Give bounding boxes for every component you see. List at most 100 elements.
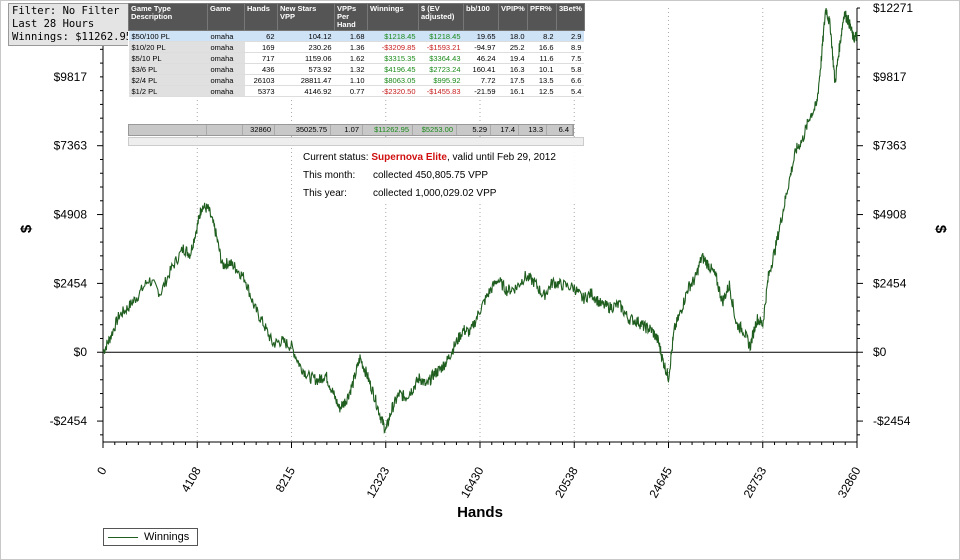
y-tick-label-right: $0: [873, 345, 887, 359]
chart-legend: Winnings: [103, 528, 198, 546]
col-header[interactable]: $ (EV adjusted): [418, 3, 464, 31]
x-tick-label: 24645: [646, 464, 675, 500]
table-cell-desc: $50/100 PL: [128, 30, 208, 42]
table-cell-vpph: 1.68: [334, 30, 368, 42]
status-valid: , valid until Feb 29, 2012: [446, 152, 556, 163]
col-header[interactable]: VPPs Per Hand: [334, 3, 368, 31]
col-header[interactable]: bb/100: [463, 3, 499, 31]
col-header[interactable]: Game Type Description: [128, 3, 208, 31]
table-cell-vpip: 19.4: [498, 52, 528, 64]
table-cell-hands: 5373: [244, 85, 278, 97]
table-cell-vpp: 4146.92: [277, 85, 335, 97]
col-header[interactable]: PFR%: [527, 3, 557, 31]
table-cell-hands: 26103: [244, 74, 278, 86]
table-cell-pfr: 8.2: [527, 30, 557, 42]
table-row[interactable]: $5/10 PL omaha 717 1159.06 1.62 $3315.35 $3364…: [128, 52, 585, 64]
table-row[interactable]: $10/20 PL omaha 169 230.26 1.36 -$3209.85 -$15…: [128, 41, 585, 53]
table-cell-ev: $3364.43: [418, 52, 464, 64]
y-axis-label-left: $: [18, 224, 35, 233]
year-value: collected 1,000,029.02 VPP: [373, 188, 497, 199]
table-cell-vpph: 0.77: [334, 85, 368, 97]
table-row[interactable]: $1/2 PL omaha 5373 4146.92 0.77 -$2320.50 -$14…: [128, 85, 585, 97]
table-cell-pfr: 13.5: [527, 74, 557, 86]
table-cell-tb: 8.9: [556, 41, 585, 53]
series-layer: [102, 7, 858, 434]
table-cell-bb: -94.97: [463, 41, 499, 53]
legend-label: Winnings: [144, 531, 190, 543]
status-row: Current status: Supernova Elite, valid u…: [303, 149, 583, 167]
table-cell-vpph: 1.10: [334, 74, 368, 86]
y-tick-label-right: $2454: [873, 276, 907, 290]
table-cell-pfr: 10.1: [527, 63, 557, 75]
table-cell-desc: $5/10 PL: [128, 52, 208, 64]
table-cell-hands: 169: [244, 41, 278, 53]
x-tick-label: 4108: [178, 464, 204, 494]
table-cell-game: omaha: [207, 85, 245, 97]
table-cell-tb: 5.4: [556, 85, 585, 97]
status-label: Current status:: [303, 152, 369, 163]
x-tick-label: 20538: [552, 464, 581, 500]
table-cell-ev: $2723.24: [418, 63, 464, 75]
table-cell-vpip: 25.2: [498, 41, 528, 53]
col-header[interactable]: 3Bet%: [556, 3, 585, 31]
table-cell-bb: -21.59: [463, 85, 499, 97]
y-tick-label-left: -$2454: [50, 414, 88, 428]
table-cell-tb: 7.5: [556, 52, 585, 64]
year-row: This year: collected 1,000,029.02 VPP: [303, 185, 583, 203]
table-horizontal-scrollbar[interactable]: [128, 137, 584, 146]
y-tick-label-right: -$2454: [873, 414, 911, 428]
table-cell-win: $4196.45: [367, 63, 419, 75]
y-tick-label-left: $7363: [54, 139, 88, 153]
winnings-summary: Winnings: $11262.95: [12, 31, 133, 43]
y-tick-label-left: $2454: [54, 276, 88, 290]
table-row[interactable]: $50/100 PL omaha 62 104.12 1.68 $1218.45 $1218…: [128, 30, 585, 42]
totals-cell: 1.07: [331, 125, 363, 135]
totals-cell: 13.3: [519, 125, 547, 135]
table-cell-game: omaha: [207, 30, 245, 42]
table-cell-vpip: 16.1: [498, 85, 528, 97]
table-cell-win: -$3209.85: [367, 41, 419, 53]
table-cell-tb: 2.9: [556, 30, 585, 42]
table-cell-desc: $10/20 PL: [128, 41, 208, 53]
table-cell-vpp: 230.26: [277, 41, 335, 53]
table-cell-vpph: 1.62: [334, 52, 368, 64]
totals-cell: [207, 125, 243, 135]
totals-cell: $5253.00: [413, 125, 457, 135]
x-tick-label: 12323: [364, 464, 393, 500]
x-tick-label: 0: [94, 464, 110, 477]
table-cell-win: $1218.45: [367, 30, 419, 42]
table-cell-win: $3315.35: [367, 52, 419, 64]
table-cell-ev: $1218.45: [418, 30, 464, 42]
col-header[interactable]: Hands: [244, 3, 278, 31]
y-tick-label-left: $4908: [54, 208, 88, 222]
table-cell-bb: 7.72: [463, 74, 499, 86]
table-cell-hands: 717: [244, 52, 278, 64]
table-cell-bb: 46.24: [463, 52, 499, 64]
x-tick-label: 16430: [458, 464, 487, 500]
totals-cell: 32860: [243, 125, 275, 135]
status-level: Supernova Elite: [371, 152, 447, 163]
col-header[interactable]: Game: [207, 3, 245, 31]
col-header[interactable]: VPIP%: [498, 3, 528, 31]
table-cell-bb: 160.41: [463, 63, 499, 75]
x-tick-label: 28753: [741, 464, 770, 500]
year-label: This year:: [303, 188, 347, 199]
month-row: This month: collected 450,805.75 VPP: [303, 167, 583, 185]
col-header[interactable]: New Stars VPP: [277, 3, 335, 31]
col-header[interactable]: Winnings: [367, 3, 419, 31]
table-row[interactable]: $2/4 PL omaha 26103 28811.47 1.10 $8063.05 $99…: [128, 74, 585, 86]
table-cell-ev: -$1593.21: [418, 41, 464, 53]
totals-cell: 35025.75: [275, 125, 331, 135]
table-cell-vpip: 16.3: [498, 63, 528, 75]
stats-header-row: Game Type Description Game Hands New Sta…: [128, 3, 585, 31]
table-cell-hands: 436: [244, 63, 278, 75]
month-label: This month:: [303, 170, 356, 181]
totals-cell: 6.4: [547, 125, 573, 135]
y-tick-label-right: $9817: [873, 70, 907, 84]
totals-cell: 5.29: [457, 125, 491, 135]
table-row[interactable]: $3/6 PL omaha 436 573.92 1.32 $4196.45 $2723.2…: [128, 63, 585, 75]
table-cell-pfr: 16.6: [527, 41, 557, 53]
table-cell-bb: 19.65: [463, 30, 499, 42]
table-cell-tb: 6.6: [556, 74, 585, 86]
table-cell-game: omaha: [207, 41, 245, 53]
